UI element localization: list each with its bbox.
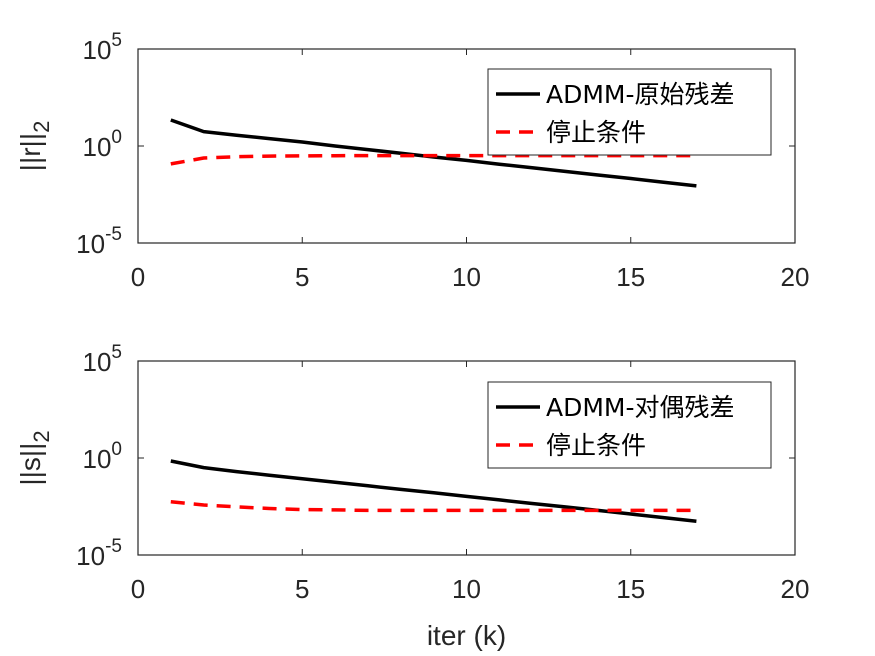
series-line-2 (170, 153, 697, 166)
x-tick-label: 15 (616, 574, 645, 604)
legend-label-2: 停止条件 (546, 431, 646, 460)
y-axis-label: ||r||2 (15, 121, 54, 172)
x-tick-label: 5 (295, 262, 309, 292)
x-tick-label: 20 (781, 574, 810, 604)
x-tick-label: 15 (616, 262, 645, 292)
series-line-2 (170, 500, 697, 513)
y-tick-label: 100 (83, 439, 123, 474)
chart-panel-2: 0 5 10 15 20 10-5 100 105 ||s||2 iter (k) ADMM-对偶残… (15, 342, 809, 651)
legend-label-1: ADMM-对偶残差 (546, 393, 735, 422)
legend-label-2: 停止条件 (546, 118, 646, 147)
x-tick-label: 0 (131, 262, 145, 292)
y-tick-label: 100 (83, 127, 123, 162)
y-tick-label: 10-5 (76, 536, 122, 571)
legend-box (487, 68, 772, 156)
x-tick-label: 10 (452, 262, 481, 292)
y-tick-label: 10-5 (76, 224, 122, 259)
legend-label-1: ADMM-原始残差 (546, 80, 735, 109)
x-tick-label: 20 (781, 262, 810, 292)
x-tick-label: 5 (295, 574, 309, 604)
x-tick-label: 10 (452, 574, 481, 604)
x-axis-label: iter (k) (427, 620, 506, 651)
y-tick-label: 105 (83, 342, 123, 377)
x-tick-label: 0 (131, 574, 145, 604)
y-tick-label: 105 (83, 30, 123, 65)
y-axis-label: ||s||2 (15, 430, 54, 485)
legend-box (487, 381, 772, 469)
